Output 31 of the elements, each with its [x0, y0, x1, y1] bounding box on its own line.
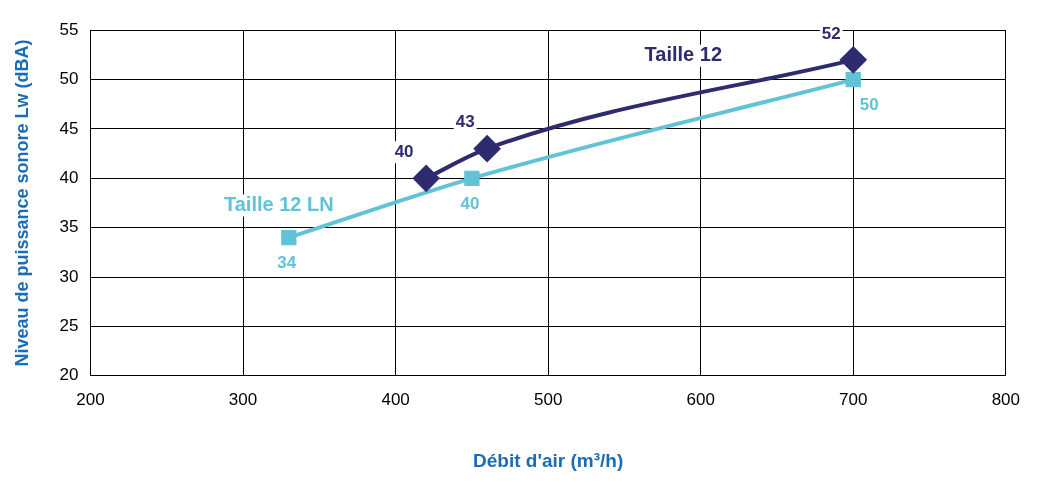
y-tick-label: 50 [59, 69, 79, 89]
x-tick-label: 600 [686, 389, 715, 409]
y-tick-label: 25 [59, 316, 79, 336]
point [474, 135, 501, 162]
point [464, 170, 480, 186]
y-axis-title: Niveau de puissance sonore Lw (dBA) [11, 39, 32, 367]
series-label: Taille 12 [644, 43, 722, 66]
point [281, 229, 297, 246]
data-label: 50 [859, 95, 879, 115]
data-label: 43 [455, 112, 475, 132]
y-tick-label: 30 [59, 266, 79, 286]
x-tick-label: 200 [76, 389, 105, 409]
point [413, 165, 440, 192]
y-tick-label: 20 [59, 365, 79, 385]
x-tick-label: 700 [839, 389, 868, 409]
data-label: 34 [277, 253, 297, 273]
data-label: 40 [460, 194, 480, 213]
series-label: Taille 12 LN [223, 193, 334, 216]
x-tick-label: 300 [228, 389, 258, 409]
y-tick-label: 35 [59, 217, 79, 237]
x-tick-label: 400 [381, 389, 410, 409]
point [845, 71, 861, 88]
data-label: 40 [394, 142, 414, 161]
point [840, 46, 867, 73]
y-tick-label: 40 [59, 168, 79, 187]
x-tick-label: 500 [533, 389, 563, 409]
data-label: 52 [821, 23, 841, 43]
x-tick-label: 800 [991, 389, 1021, 409]
y-tick-label: 55 [59, 19, 79, 39]
y-tick-label: 45 [59, 118, 79, 138]
x-axis-title: Débit d'air (m³/h) [473, 449, 624, 471]
